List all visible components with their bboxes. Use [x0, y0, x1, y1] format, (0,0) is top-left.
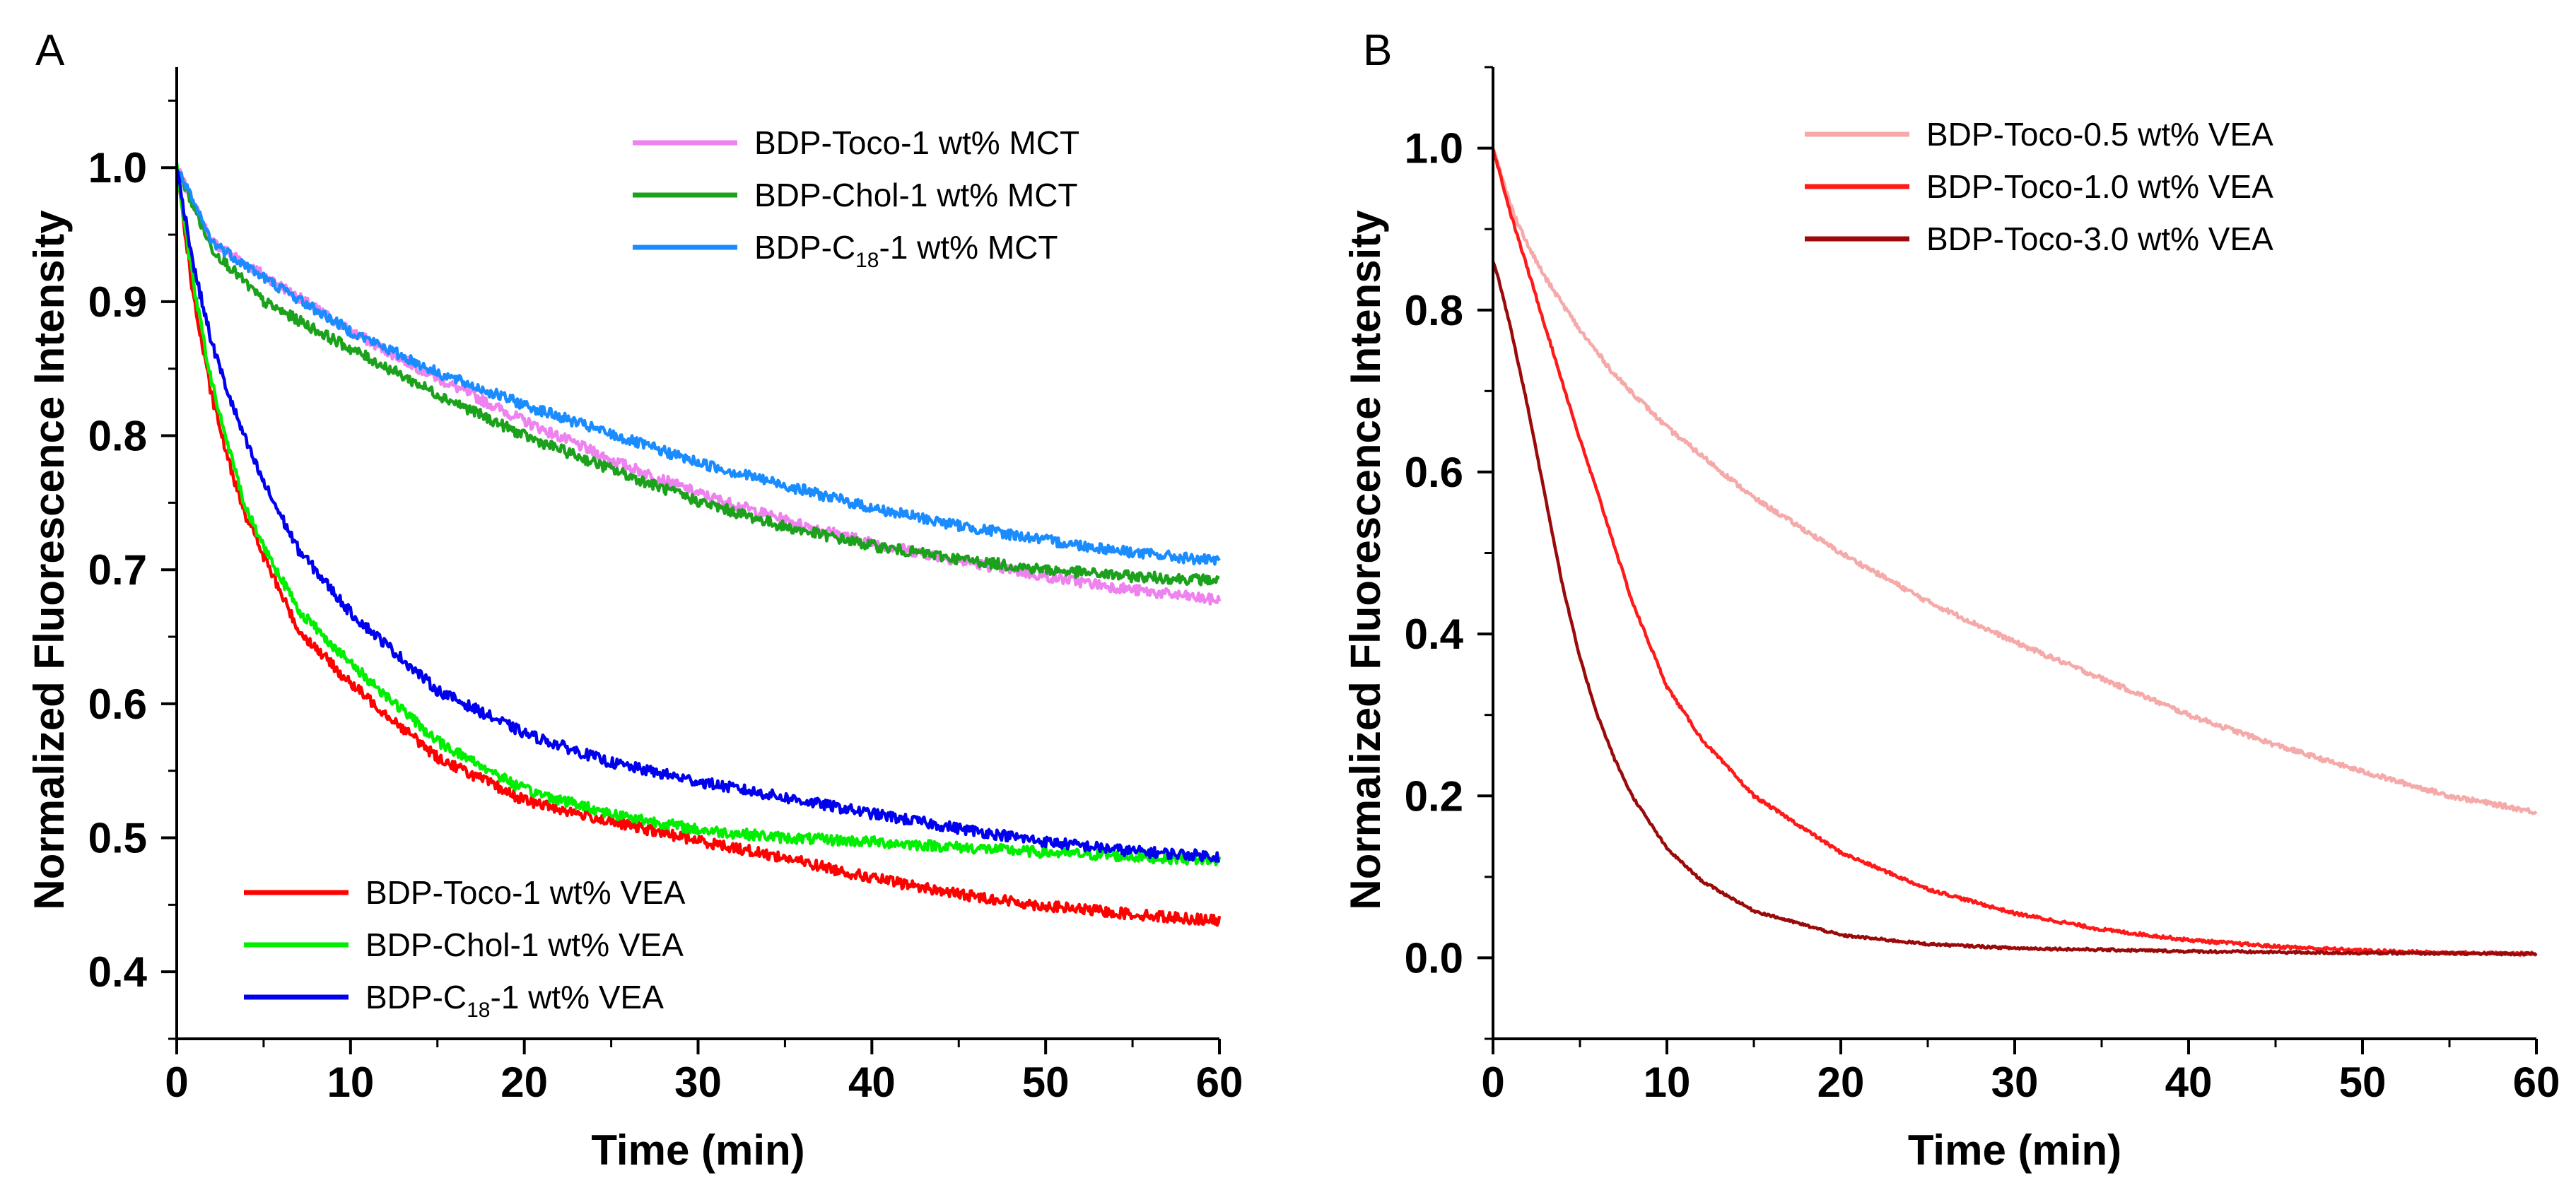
panel-b-y-tick-label: 0.6 [1405, 449, 1463, 496]
panel-a-x-tick-label: 50 [1022, 1059, 1070, 1106]
panel-b-x-tick-label: 60 [2513, 1059, 2560, 1106]
panel-b-x-tick-label: 0 [1481, 1059, 1504, 1106]
panel-a-x-tick-label: 60 [1196, 1059, 1243, 1106]
panel-b-y-tick-label: 0.2 [1405, 772, 1463, 820]
panel-a-y-tick-label: 0.9 [88, 278, 147, 326]
panel-b-x-tick-label: 10 [1644, 1059, 1691, 1106]
panel-a-x-tick-label: 30 [674, 1059, 722, 1106]
panel-b-y-tick-label: 0.0 [1405, 934, 1463, 982]
panel-b-y-tick-label: 0.8 [1405, 287, 1463, 334]
panel-a-series-4 [175, 163, 1222, 867]
panel-b-x-tick-label: 20 [1817, 1059, 1865, 1106]
panel-b-legend-label: BDP-Toco-3.0 wt% VEA [1926, 220, 2273, 257]
panel-b-x-tick-label: 50 [2339, 1059, 2387, 1106]
panel-a-legend-label: BDP-C18-1 wt% MCT [754, 229, 1058, 272]
panel-b-series-1 [1491, 148, 2538, 957]
panel-a-y-tick-label: 0.7 [88, 546, 147, 594]
panel-a-legend-label: BDP-Toco-1 wt% VEA [365, 874, 686, 911]
panel-a-series-1 [175, 166, 1220, 587]
panel-a-letter: A [35, 26, 65, 75]
panel-b-series-0 [1492, 148, 2538, 816]
panel-b-x-axis-title: Time (min) [1908, 1126, 2121, 1174]
panel-a-legend-label: BDP-Chol-1 wt% MCT [754, 177, 1078, 213]
panel-b: B Time (min) Normalized Fluorescence Int… [1342, 26, 2560, 1174]
panel-b-series-2 [1491, 261, 2538, 957]
panel-a-x-tick-label: 40 [848, 1059, 896, 1106]
panel-a-legend-label: BDP-Toco-1 wt% MCT [754, 124, 1079, 161]
panel-b-y-tick-label: 1.0 [1405, 125, 1463, 172]
panel-a-y-tick-label: 0.4 [88, 948, 148, 996]
panel-a-legend-label: BDP-C18-1 wt% VEA [365, 979, 664, 1022]
panel-b-legend-label: BDP-Toco-1.0 wt% VEA [1926, 168, 2273, 205]
panel-a-y-tick-label: 0.5 [88, 815, 147, 862]
panel-a-x-tick-label: 20 [500, 1059, 548, 1106]
panel-b-legend-label: BDP-Toco-0.5 wt% VEA [1926, 116, 2273, 153]
panel-a-series-2 [175, 166, 1221, 566]
panel-a-series-3 [175, 165, 1222, 927]
panel-b-y-axis-title: Normalized Fluorescence Intensity [1342, 210, 1389, 910]
panel-a-y-tick-label: 0.6 [88, 681, 147, 728]
panel-a-legend-label: BDP-Chol-1 wt% VEA [365, 926, 684, 963]
panel-a-x-tick-label: 0 [165, 1059, 188, 1106]
panel-a-series-5 [175, 168, 1220, 863]
panel-b-x-tick-label: 30 [1991, 1059, 2039, 1106]
panel-b-x-tick-label: 40 [2165, 1059, 2213, 1106]
panel-a: A Time (min) Normalized Fluorescence Int… [25, 26, 1243, 1174]
panel-a-x-tick-label: 10 [327, 1059, 374, 1106]
panel-a-x-axis-title: Time (min) [591, 1126, 804, 1174]
panel-a-y-tick-label: 1.0 [88, 144, 147, 192]
panel-a-y-tick-label: 0.8 [88, 413, 147, 460]
panel-a-y-axis-title: Normalized Fluorescence Intensity [25, 210, 73, 910]
panel-a-series-0 [175, 166, 1222, 606]
panel-b-y-tick-label: 0.4 [1405, 611, 1464, 658]
panel-b-letter: B [1363, 26, 1392, 75]
